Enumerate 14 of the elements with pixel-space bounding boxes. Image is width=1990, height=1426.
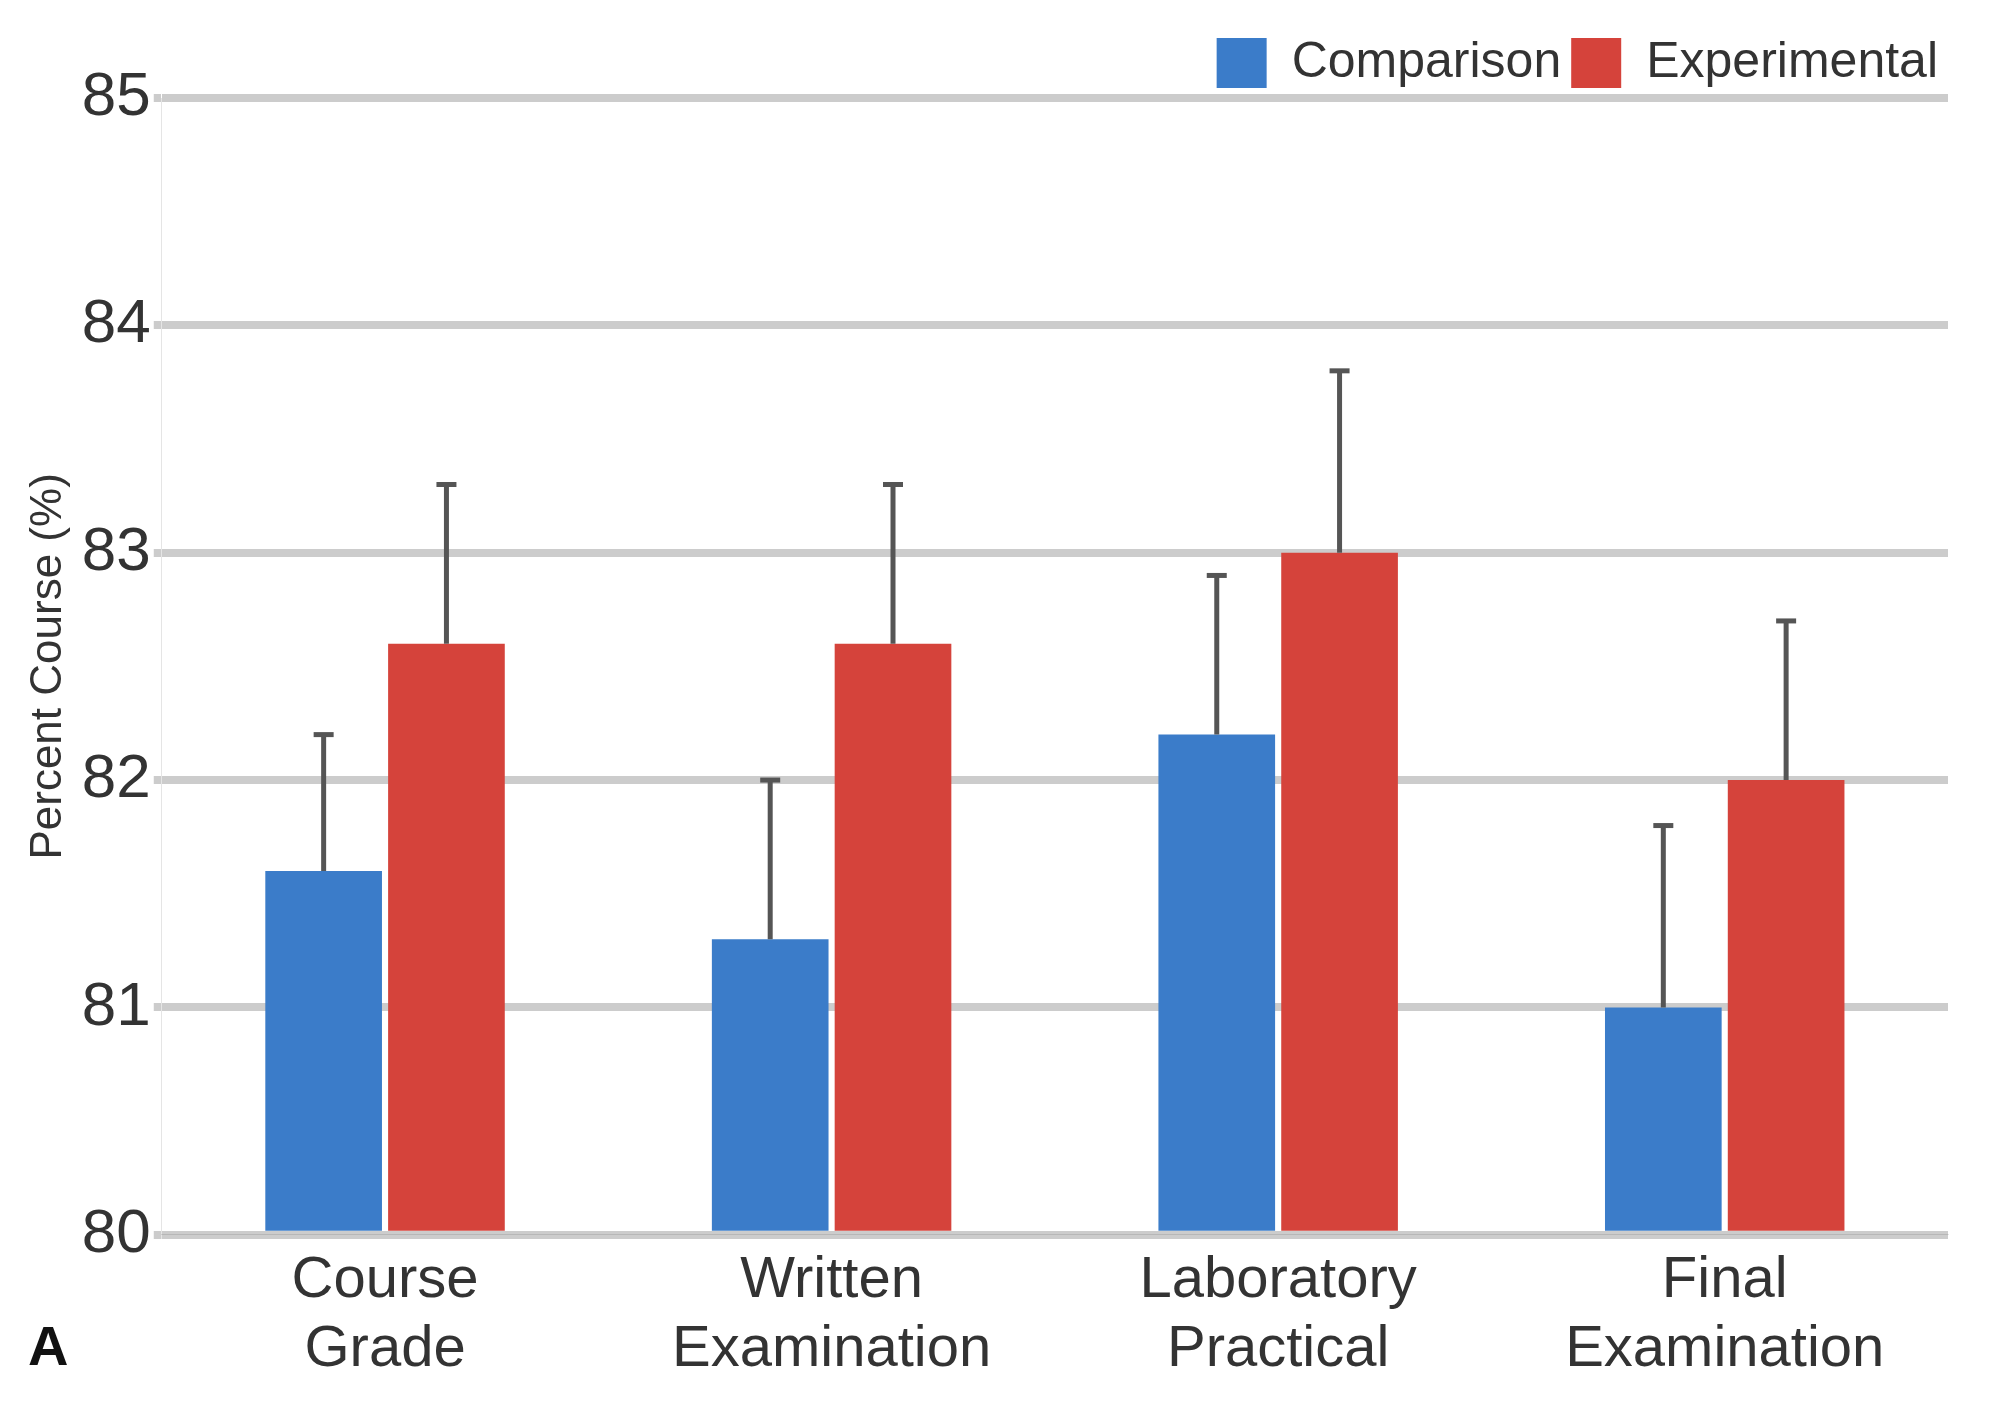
legend-label: Comparison [1291, 31, 1562, 88]
y-tick-label: 83 [81, 513, 151, 583]
x-tick-label: Laboratory Practical [1139, 1243, 1417, 1379]
y-tick-label: 81 [81, 968, 151, 1038]
y-tick-label: 82 [81, 741, 151, 811]
x-tick-label: Written Examination [672, 1243, 992, 1379]
text: A [28, 1314, 69, 1378]
legend-label: Experimental [1646, 31, 1938, 88]
y-tick-label: 84 [81, 286, 151, 356]
y-tick-label: 80 [81, 1195, 151, 1265]
x-tick-label: Final Examination [1565, 1243, 1885, 1379]
x-tick-label: Course Grade [291, 1243, 479, 1379]
y-axis-title: Percent Course (%) [20, 473, 70, 860]
y-tick-label: 85 [81, 59, 151, 129]
